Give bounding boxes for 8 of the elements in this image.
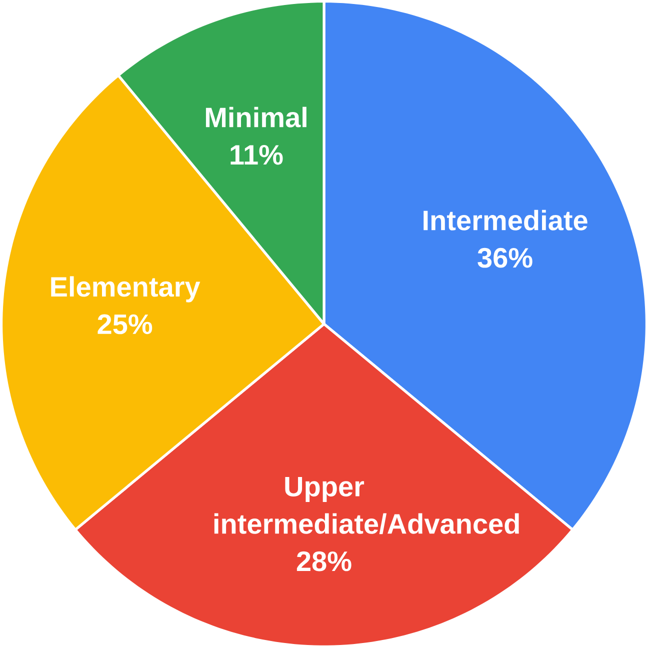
data-label: 25% [98,314,152,334]
slice-label: Elementary [51,276,200,302]
slice-label: Upper intermediate/Advanced [214,476,519,534]
data-label: 11% [230,144,283,165]
data-label: 36% [478,248,532,268]
slice-label: Intermediate [424,210,588,230]
data-label: 28% [296,551,352,572]
slice-label: Minimal [206,106,306,128]
